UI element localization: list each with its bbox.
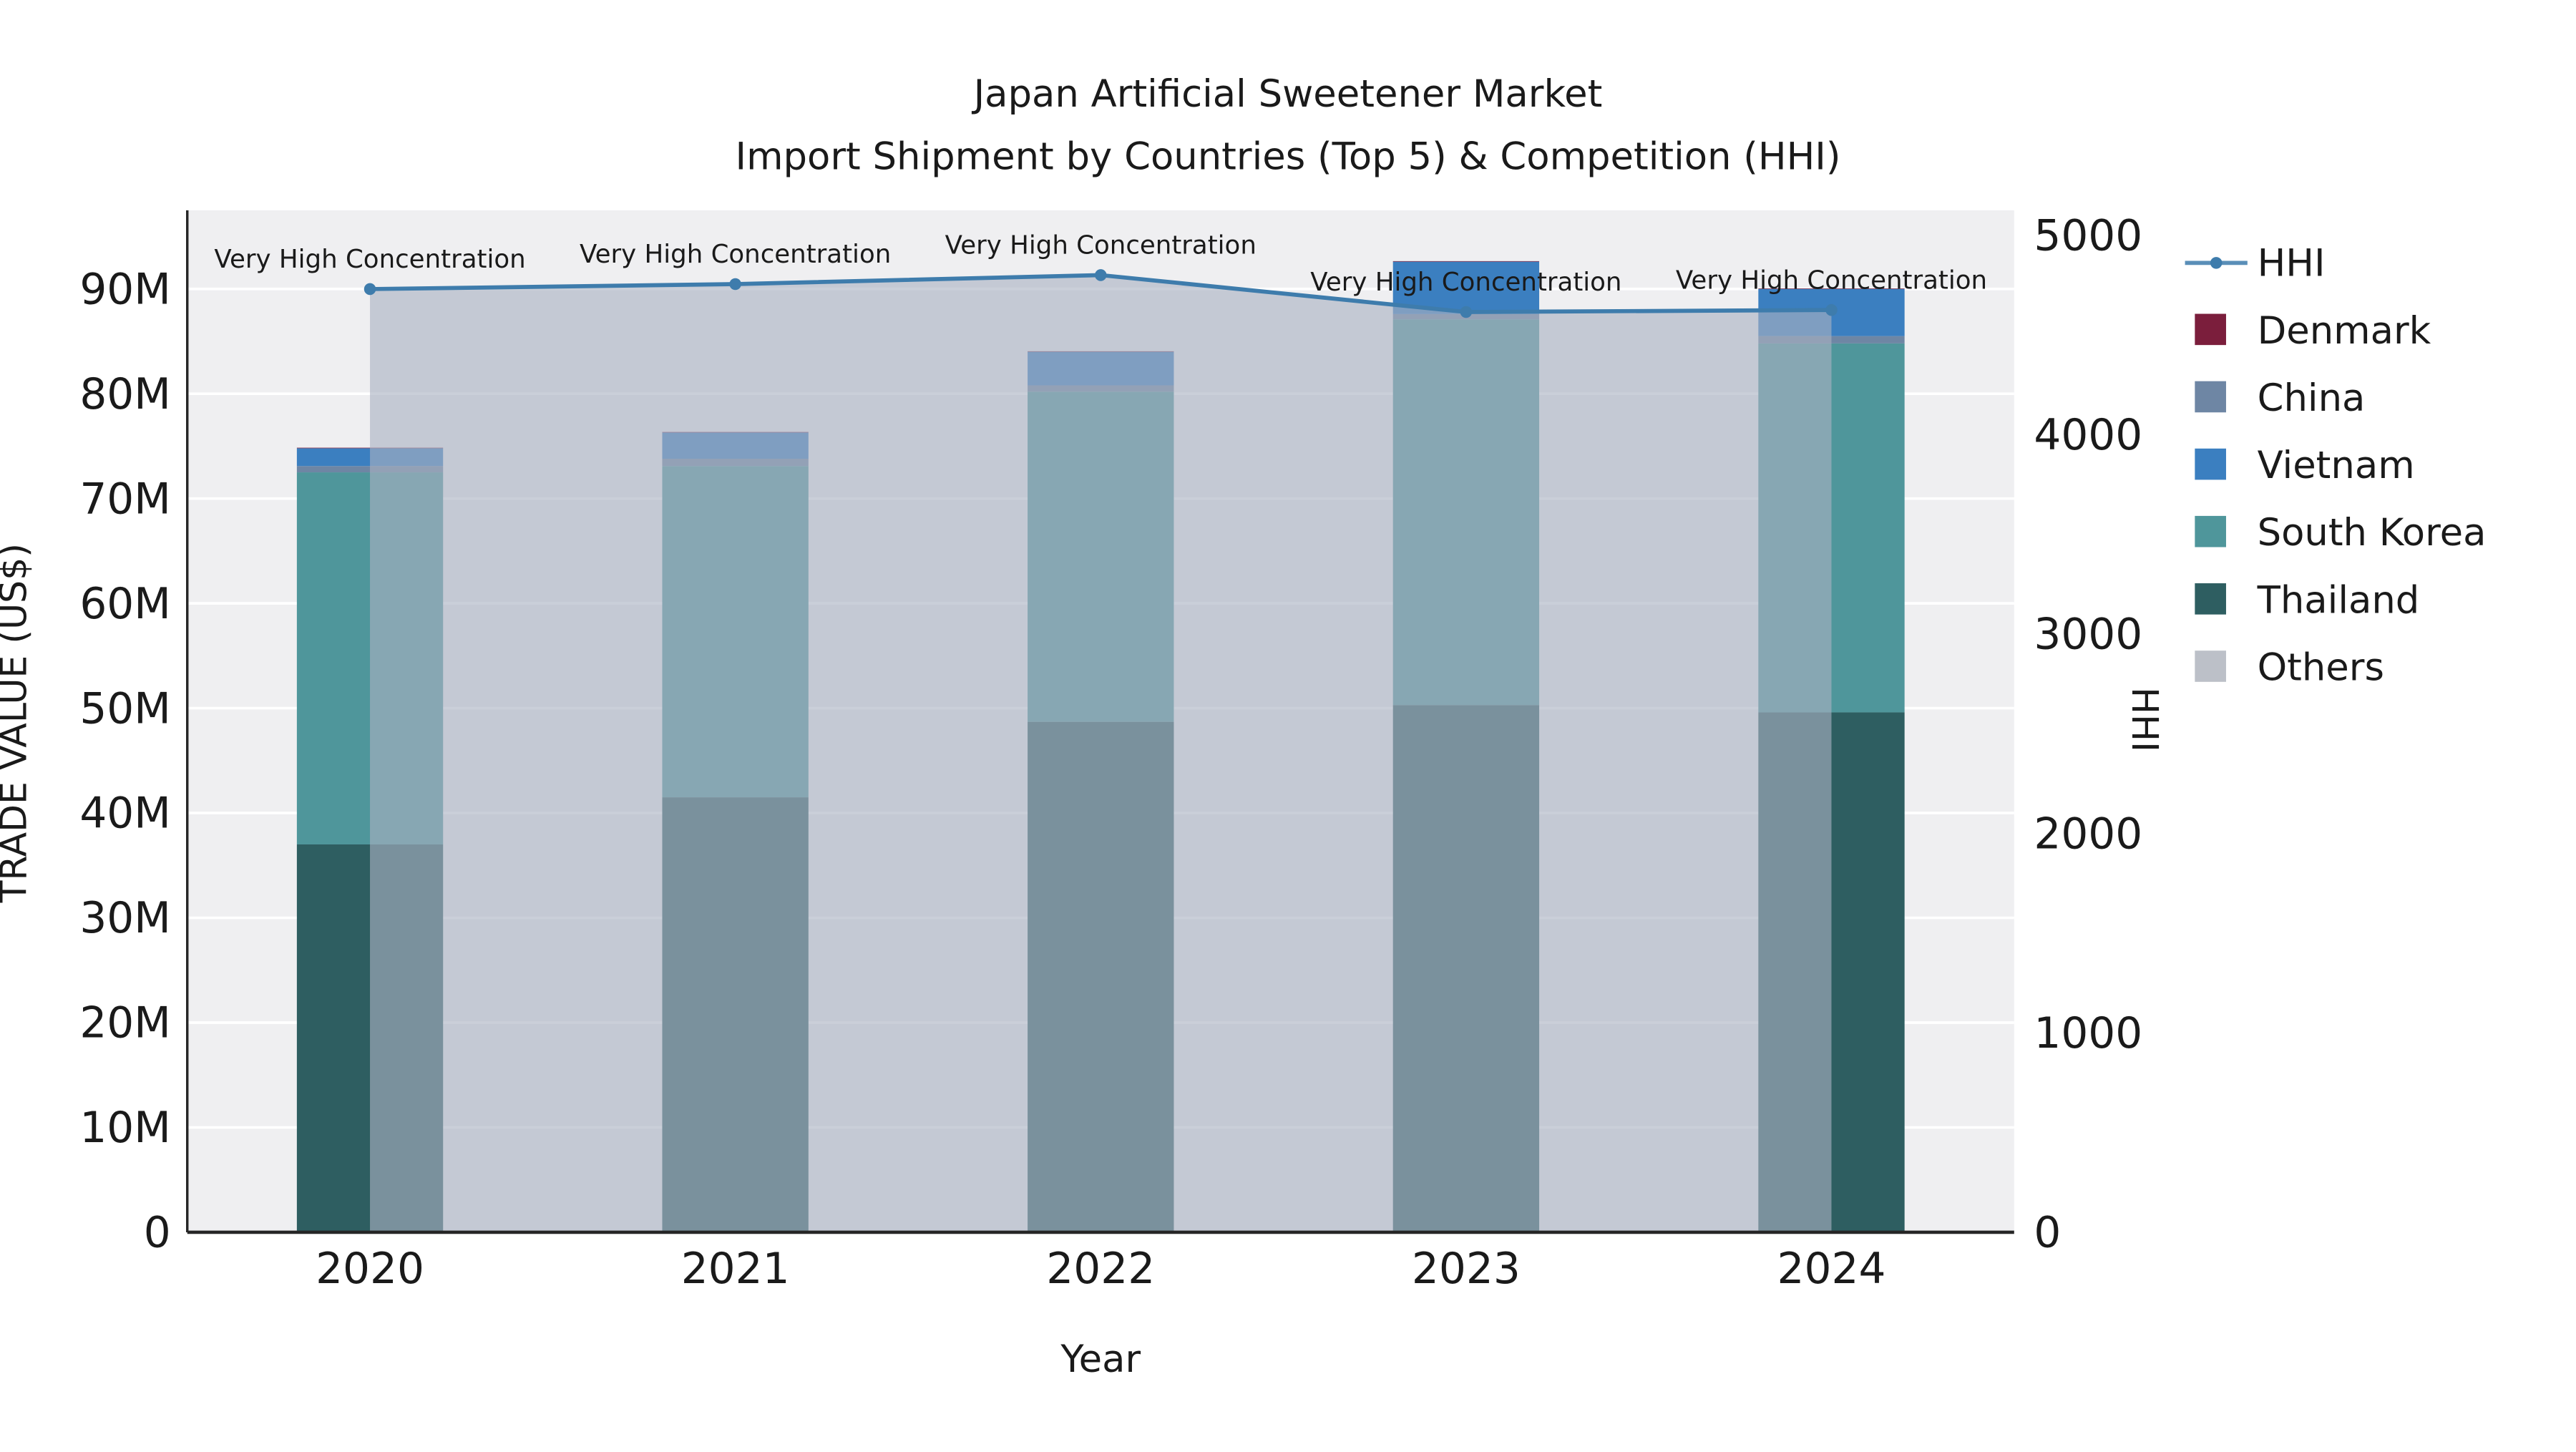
hhi-marker-2021[interactable]	[729, 278, 741, 291]
annotation-2024: Very High Concentration	[1676, 265, 1987, 295]
legend-item-others[interactable]: Others	[2195, 646, 2384, 690]
y-right-tick-label: 2000	[2034, 809, 2142, 859]
x-tick-label-2024: 2024	[1777, 1244, 1886, 1294]
legend-item-denmark[interactable]: Denmark	[2195, 309, 2431, 353]
annotations-layer: Very High Concentration Very High Concent…	[214, 231, 1987, 298]
x-tick-label-2020: 2020	[316, 1244, 424, 1294]
legend-label: South Korea	[2258, 511, 2487, 555]
x-tick-label-2023: 2023	[1412, 1244, 1521, 1294]
legend-label: Denmark	[2258, 309, 2431, 353]
y-right-tick-label: 0	[2034, 1209, 2061, 1258]
legend-swatch-others	[2195, 651, 2226, 682]
legend-item-south-korea[interactable]: South Korea	[2195, 511, 2486, 555]
y-right-tick-label: 5000	[2034, 211, 2142, 260]
y-right-tick-label: 4000	[2034, 411, 2142, 460]
y-left-tick-label: 0	[144, 1209, 171, 1258]
legend-swatch-china	[2195, 381, 2226, 413]
hhi-area-fill	[370, 275, 1832, 1232]
legend-swatch-thailand	[2195, 583, 2226, 615]
legend-item-hhi[interactable]: HHI	[2185, 242, 2326, 286]
y-left-tick-label: 70M	[79, 474, 170, 524]
legend-label: Others	[2258, 646, 2384, 690]
legend-item-china[interactable]: China	[2195, 376, 2365, 420]
annotation-2023: Very High Concentration	[1310, 268, 1621, 297]
y-right-tick-label: 3000	[2034, 610, 2142, 660]
y-left-tick-label: 60M	[79, 580, 170, 629]
hhi-line-layer	[364, 269, 1838, 318]
y-left-axis-title: TRADE VALUE (US$)	[0, 543, 35, 903]
hhi-marker-2020[interactable]	[364, 283, 376, 296]
y-left-tick-label: 80M	[79, 370, 170, 419]
annotation-2020: Very High Concentration	[214, 245, 525, 274]
x-tick-label-2022: 2022	[1046, 1244, 1155, 1294]
legend-swatch-south-korea	[2195, 515, 2226, 547]
legend-label: China	[2258, 376, 2366, 420]
bar-segment-denmark-2023[interactable]	[1392, 260, 1540, 262]
y-left-tick-label: 90M	[79, 265, 170, 314]
legend-label: HHI	[2258, 242, 2326, 286]
legend-item-vietnam[interactable]: Vietnam	[2195, 444, 2415, 487]
chart-subtitle: Import Shipment by Countries (Top 5) & C…	[736, 135, 1841, 178]
chart-title: Japan Artificial Sweetener Market	[972, 72, 1603, 116]
hhi-area-layer	[370, 275, 1832, 1232]
y-left-tick-label: 50M	[79, 684, 170, 734]
legend-label: Vietnam	[2258, 444, 2415, 487]
legend-swatch-denmark	[2195, 313, 2226, 346]
x-axis-title: Year	[1060, 1338, 1141, 1381]
y-left-tick-label: 30M	[79, 894, 170, 943]
y-left-tick-label: 20M	[79, 999, 170, 1048]
bar-segment-denmark-2024[interactable]	[1758, 288, 1905, 289]
legend-item-thailand[interactable]: Thailand	[2195, 578, 2419, 622]
y-left-tick-label: 40M	[79, 789, 170, 839]
y-right-axis-title: HHI	[2124, 687, 2166, 752]
annotation-2022: Very High Concentration	[945, 231, 1257, 260]
x-tick-label-2021: 2021	[681, 1244, 790, 1294]
y-right-tick-label: 1000	[2034, 1009, 2142, 1058]
hhi-marker-2023[interactable]	[1460, 306, 1473, 318]
legend: HHI Denmark China Vietnam South Korea Thailan…	[2185, 242, 2486, 690]
axes-layer: 0 10M 20M 30M 40M 50M 60M 70M 80M 90M 0 1000 2000 300…	[79, 210, 2142, 1294]
hhi-marker-2022[interactable]	[1095, 269, 1107, 281]
y-left-tick-label: 10M	[79, 1103, 170, 1153]
legend-swatch-vietnam	[2195, 448, 2226, 480]
legend-label: Thailand	[2257, 578, 2420, 622]
legend-marker-symbol	[2210, 257, 2223, 269]
annotation-2021: Very High Concentration	[580, 240, 891, 269]
hhi-marker-2024[interactable]	[1825, 303, 1838, 316]
